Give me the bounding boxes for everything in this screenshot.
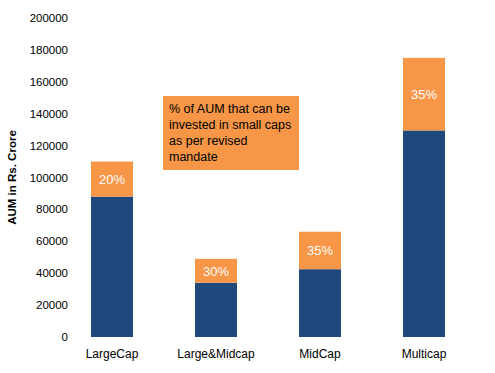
share-label: 30% [203, 264, 229, 279]
y-tick-label: 20000 [36, 299, 68, 311]
share-label: 20% [99, 172, 125, 187]
annotation: % of AUM that can be invested in small c… [163, 96, 299, 170]
bar [299, 269, 341, 337]
y-tick-label: 60000 [36, 235, 68, 247]
bar [91, 197, 133, 337]
y-tick-label: 100000 [30, 172, 68, 184]
y-tick-label: 80000 [36, 203, 68, 215]
x-tick-label: MidCap [299, 347, 341, 361]
bar [195, 283, 237, 337]
bar [403, 130, 445, 337]
y-tick-label: 200000 [30, 12, 68, 24]
share-label: 35% [307, 243, 333, 258]
y-tick-label: 0 [62, 331, 68, 343]
y-tick-label: 40000 [36, 267, 68, 279]
x-tick-label: Multicap [402, 347, 447, 361]
bar [403, 58, 445, 131]
x-tick-label: LargeCap [86, 347, 139, 361]
y-tick-label: 160000 [30, 76, 68, 88]
y-tick-label: 140000 [30, 108, 68, 120]
y-tick-label: 180000 [30, 44, 68, 56]
bars [91, 58, 445, 337]
y-axis-label: AUM in Rs. Crore [6, 130, 18, 225]
share-label: 35% [411, 87, 437, 102]
y-tick-label: 120000 [30, 140, 68, 152]
chart: 0 20000 40000 60000 80000 100000 120000 140000 1… [0, 0, 495, 373]
bar [299, 232, 341, 269]
bar [195, 259, 237, 283]
x-tick-label: Large&Midcap [177, 347, 255, 361]
bar [91, 162, 133, 197]
